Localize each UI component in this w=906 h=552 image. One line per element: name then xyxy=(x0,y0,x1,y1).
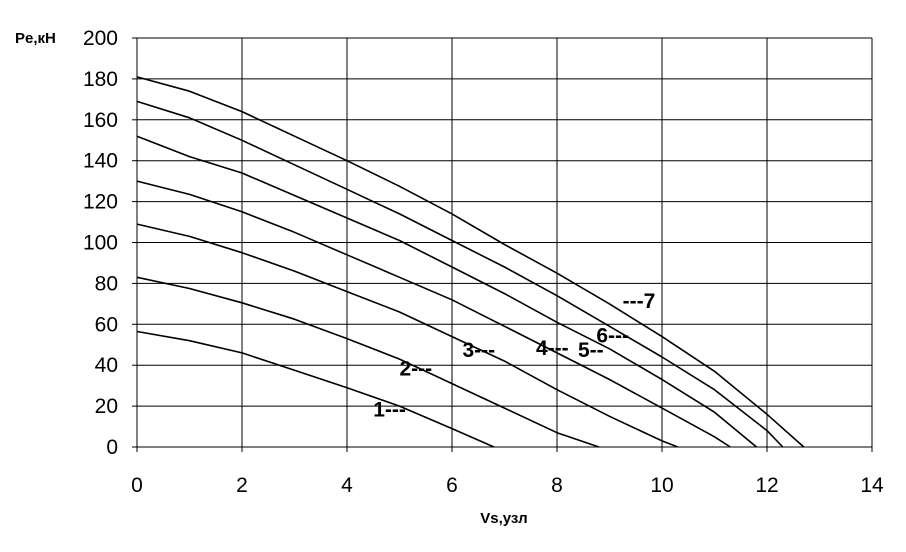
x-tick-label: 10 xyxy=(650,474,673,497)
y-tick-label: 140 xyxy=(83,150,118,173)
y-axis-title: Pe,кН xyxy=(15,30,56,47)
x-tick-label: 8 xyxy=(551,474,563,497)
series-label-6: 6--- xyxy=(596,325,629,348)
grid xyxy=(132,37,873,452)
series-line-2 xyxy=(136,276,600,448)
x-tick-label: 6 xyxy=(446,474,458,497)
series-lines xyxy=(136,76,805,448)
series-line-5 xyxy=(136,135,758,448)
y-tick-label: 180 xyxy=(83,68,118,91)
series-label-1: 1--- xyxy=(373,398,406,421)
x-tick-labels: 0 2 4 6 8 10 12 14 xyxy=(131,474,884,497)
y-tick-label: 80 xyxy=(95,272,118,295)
series-label-4: 4--- xyxy=(536,337,569,360)
y-tick-label: 160 xyxy=(83,109,118,132)
x-axis-title: Vs,узл xyxy=(480,510,527,527)
series-line-4 xyxy=(136,180,731,448)
series-label-7: ---7 xyxy=(623,290,656,313)
y-tick-label: 40 xyxy=(95,354,118,377)
y-tick-label: 120 xyxy=(83,191,118,214)
series-label-5: 5-- xyxy=(578,339,604,362)
series-label-2: 2--- xyxy=(400,357,433,380)
x-tick-label: 4 xyxy=(341,474,353,497)
y-tick-label: 0 xyxy=(106,436,118,459)
series-line-1 xyxy=(136,330,495,448)
series-line-7 xyxy=(136,76,805,448)
x-tick-label: 2 xyxy=(236,474,248,497)
y-tick-labels: 0 20 40 60 80 100 120 140 160 180 200 xyxy=(83,27,118,459)
y-tick-label: 100 xyxy=(83,232,118,255)
x-tick-label: 0 xyxy=(131,474,143,497)
y-tick-label: 200 xyxy=(83,27,118,50)
x-tick-label: 14 xyxy=(860,474,884,497)
x-tick-label: 12 xyxy=(755,474,778,497)
y-tick-label: 20 xyxy=(95,395,118,418)
series-labels: 1--- 2--- 3--- 4--- 5--6--- ---7 xyxy=(373,290,655,421)
y-tick-label: 60 xyxy=(95,313,118,336)
series-label-3: 3--- xyxy=(463,339,496,362)
series-line-3 xyxy=(136,223,679,448)
series-line-6 xyxy=(136,100,784,448)
